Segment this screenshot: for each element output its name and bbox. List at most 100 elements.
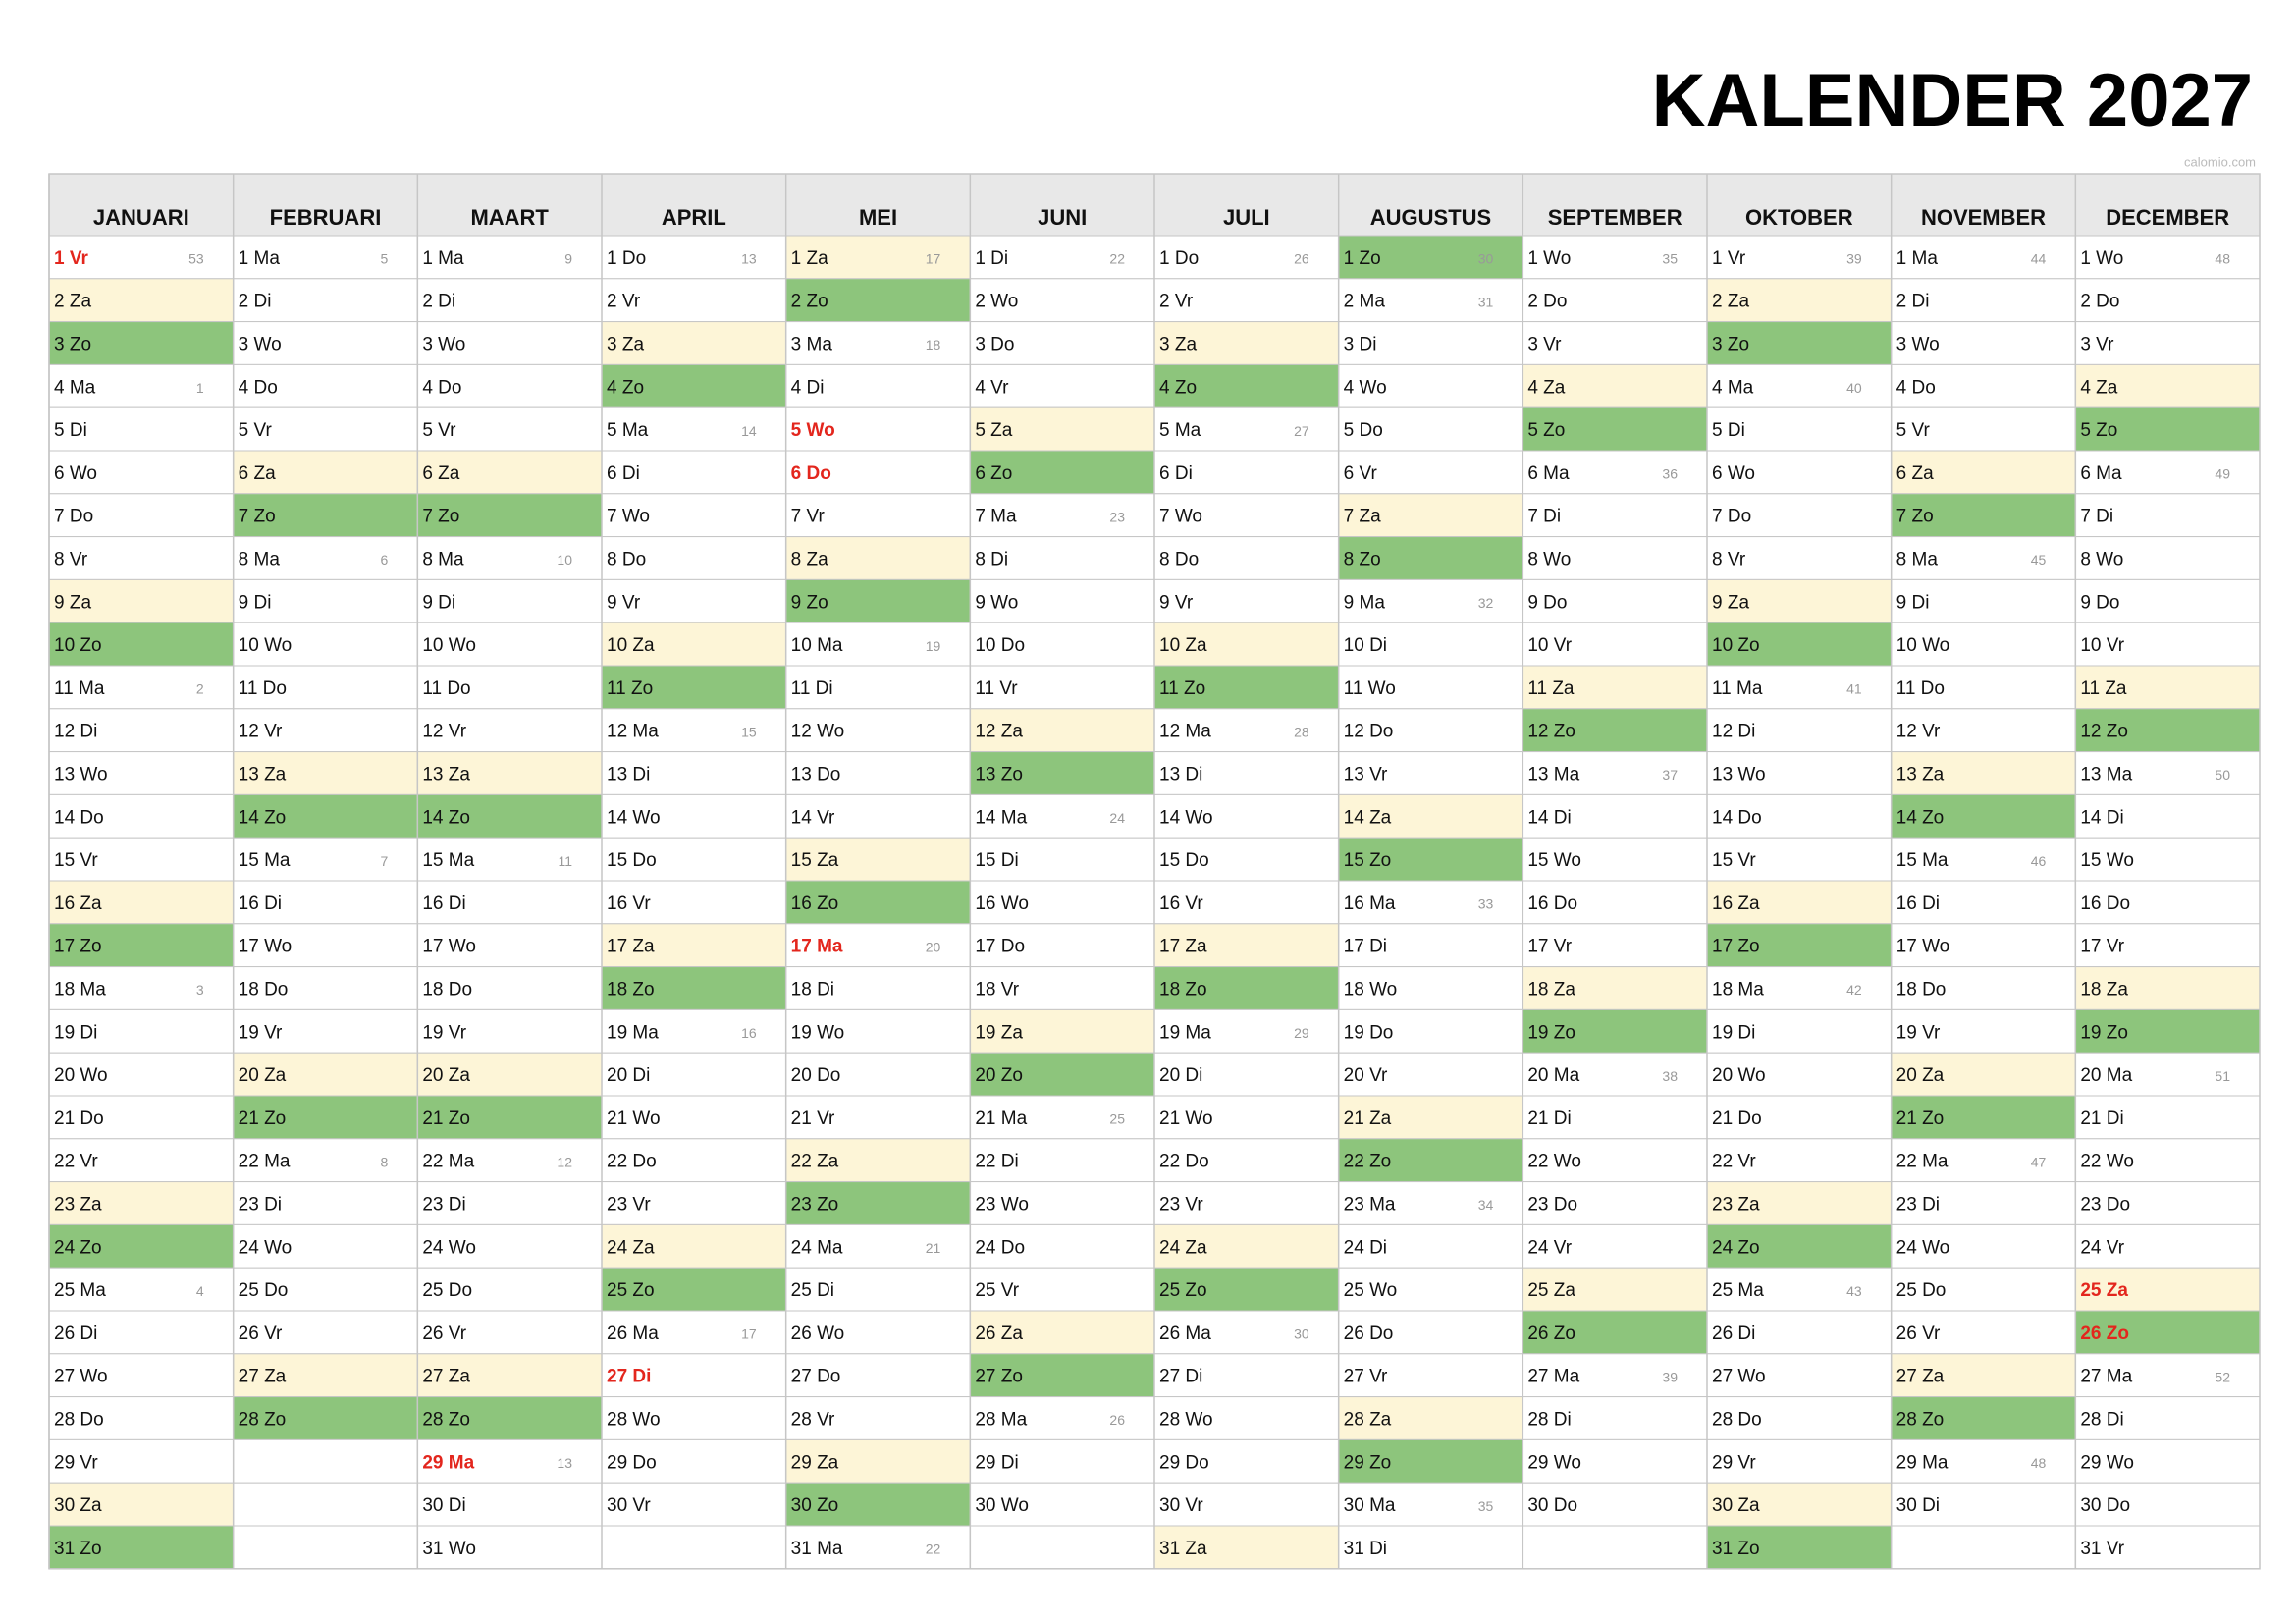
day-label: 1 Wo xyxy=(2080,248,2123,269)
day-cell xyxy=(48,278,235,323)
day-cell xyxy=(1891,1353,2076,1398)
day-label: 9 Vr xyxy=(607,592,641,613)
day-label: 28 Di xyxy=(2080,1410,2123,1431)
day-cell xyxy=(2074,235,2261,280)
day-cell xyxy=(969,493,1155,538)
day-cell xyxy=(416,1138,603,1183)
day-label: 7 Do xyxy=(1712,507,1751,527)
day-label: 26 Zo xyxy=(1527,1324,1575,1344)
day-cell xyxy=(1338,363,1523,408)
day-label: 16 Di xyxy=(239,893,282,914)
day-label: 7 Di xyxy=(1527,507,1561,527)
day-cell xyxy=(233,1052,418,1097)
day-label: 3 Di xyxy=(1344,335,1377,355)
week-number: 51 xyxy=(2215,1068,2230,1084)
day-cell xyxy=(233,321,418,365)
day-cell xyxy=(2074,1138,2261,1183)
day-label: 10 Wo xyxy=(422,635,476,656)
day-label: 30 Do xyxy=(2080,1495,2130,1516)
day-cell xyxy=(1153,1396,1340,1440)
day-label: 14 Do xyxy=(1712,807,1762,828)
day-label: 2 Vr xyxy=(1159,292,1194,312)
day-label: 26 Vr xyxy=(422,1324,466,1344)
day-label: 2 Za xyxy=(54,292,91,312)
day-label: 26 Di xyxy=(54,1324,97,1344)
day-label: 25 Ma xyxy=(1712,1280,1764,1301)
day-label: 23 Za xyxy=(54,1195,102,1216)
day-label: 6 Za xyxy=(239,463,276,484)
day-label: 20 Di xyxy=(607,1065,650,1086)
day-label: 13 Ma xyxy=(1527,765,1579,785)
day-label: 23 Vr xyxy=(607,1195,651,1216)
day-cell xyxy=(785,1052,971,1097)
day-cell xyxy=(1338,751,1523,795)
day-label: 9 Zo xyxy=(791,592,828,613)
day-label: 21 Za xyxy=(1344,1109,1392,1129)
day-label: 21 Zo xyxy=(239,1109,287,1129)
day-cell xyxy=(969,665,1155,710)
day-label: 7 Wo xyxy=(607,507,650,527)
day-label: 3 Za xyxy=(1159,335,1197,355)
week-number: 47 xyxy=(2031,1154,2047,1169)
day-label: 27 Za xyxy=(422,1367,470,1387)
month-name: APRIL xyxy=(662,205,726,230)
day-cell xyxy=(601,406,787,452)
day-label: 11 Za xyxy=(2080,678,2127,699)
day-cell xyxy=(1891,1525,2076,1570)
week-number: 39 xyxy=(1846,251,1862,267)
day-label: 31 Di xyxy=(1344,1539,1387,1559)
day-cell xyxy=(1338,622,1523,667)
day-label: 8 Wo xyxy=(2080,550,2123,570)
day-label: 3 Wo xyxy=(239,335,282,355)
day-label: 4 Do xyxy=(1896,377,1936,398)
month-name: SEPTEMBER xyxy=(1548,205,1682,230)
day-label: 3 Vr xyxy=(1527,335,1562,355)
day-cell xyxy=(1891,1181,2076,1225)
day-label: 14 Zo xyxy=(239,807,287,828)
week-number: 53 xyxy=(188,251,204,267)
week-number: 13 xyxy=(741,251,757,267)
day-label: 4 Zo xyxy=(607,377,644,398)
day-label: 1 Do xyxy=(1159,248,1199,269)
day-label: 27 Ma xyxy=(2080,1367,2132,1387)
day-cell xyxy=(1891,1008,2076,1054)
day-cell xyxy=(1522,1008,1708,1054)
day-label: 14 Za xyxy=(1344,807,1392,828)
day-label: 12 Za xyxy=(975,722,1023,742)
day-label: 31 Vr xyxy=(2080,1539,2124,1559)
day-label: 17 Vr xyxy=(2080,937,2124,957)
week-number: 30 xyxy=(1294,1326,1309,1342)
day-label: 7 Vr xyxy=(791,507,826,527)
day-cell xyxy=(1522,966,1708,1010)
day-cell xyxy=(233,1095,418,1140)
day-label: 24 Za xyxy=(1159,1237,1207,1258)
week-number: 40 xyxy=(1846,380,1862,396)
day-cell xyxy=(1338,1482,1523,1527)
day-cell xyxy=(233,235,418,280)
day-cell xyxy=(969,708,1155,753)
day-label: 13 Di xyxy=(1159,765,1202,785)
day-label: 24 Za xyxy=(607,1237,655,1258)
day-label: 15 Vr xyxy=(1712,850,1756,871)
day-label: 10 Do xyxy=(975,635,1025,656)
day-label: 29 Di xyxy=(975,1452,1018,1473)
day-cell xyxy=(969,578,1155,623)
day-label: 20 Ma xyxy=(1527,1065,1579,1086)
day-label: 17 Zo xyxy=(1712,937,1760,957)
day-label: 24 Zo xyxy=(1712,1237,1760,1258)
day-cell xyxy=(2074,536,2261,580)
day-cell xyxy=(969,837,1155,882)
day-cell xyxy=(1522,1223,1708,1269)
day-label: 18 Do xyxy=(239,980,289,1001)
day-cell xyxy=(48,1353,235,1398)
day-cell xyxy=(48,578,235,623)
day-label: 6 Ma xyxy=(1527,463,1570,484)
day-cell xyxy=(416,1353,603,1398)
day-cell xyxy=(1153,708,1340,753)
day-label: 12 Vr xyxy=(1896,722,1941,742)
day-cell xyxy=(2074,406,2261,452)
day-cell xyxy=(1338,1138,1523,1183)
day-cell xyxy=(1153,1353,1340,1398)
day-label: 25 Do xyxy=(1896,1280,1947,1301)
day-label: 2 Di xyxy=(239,292,272,312)
